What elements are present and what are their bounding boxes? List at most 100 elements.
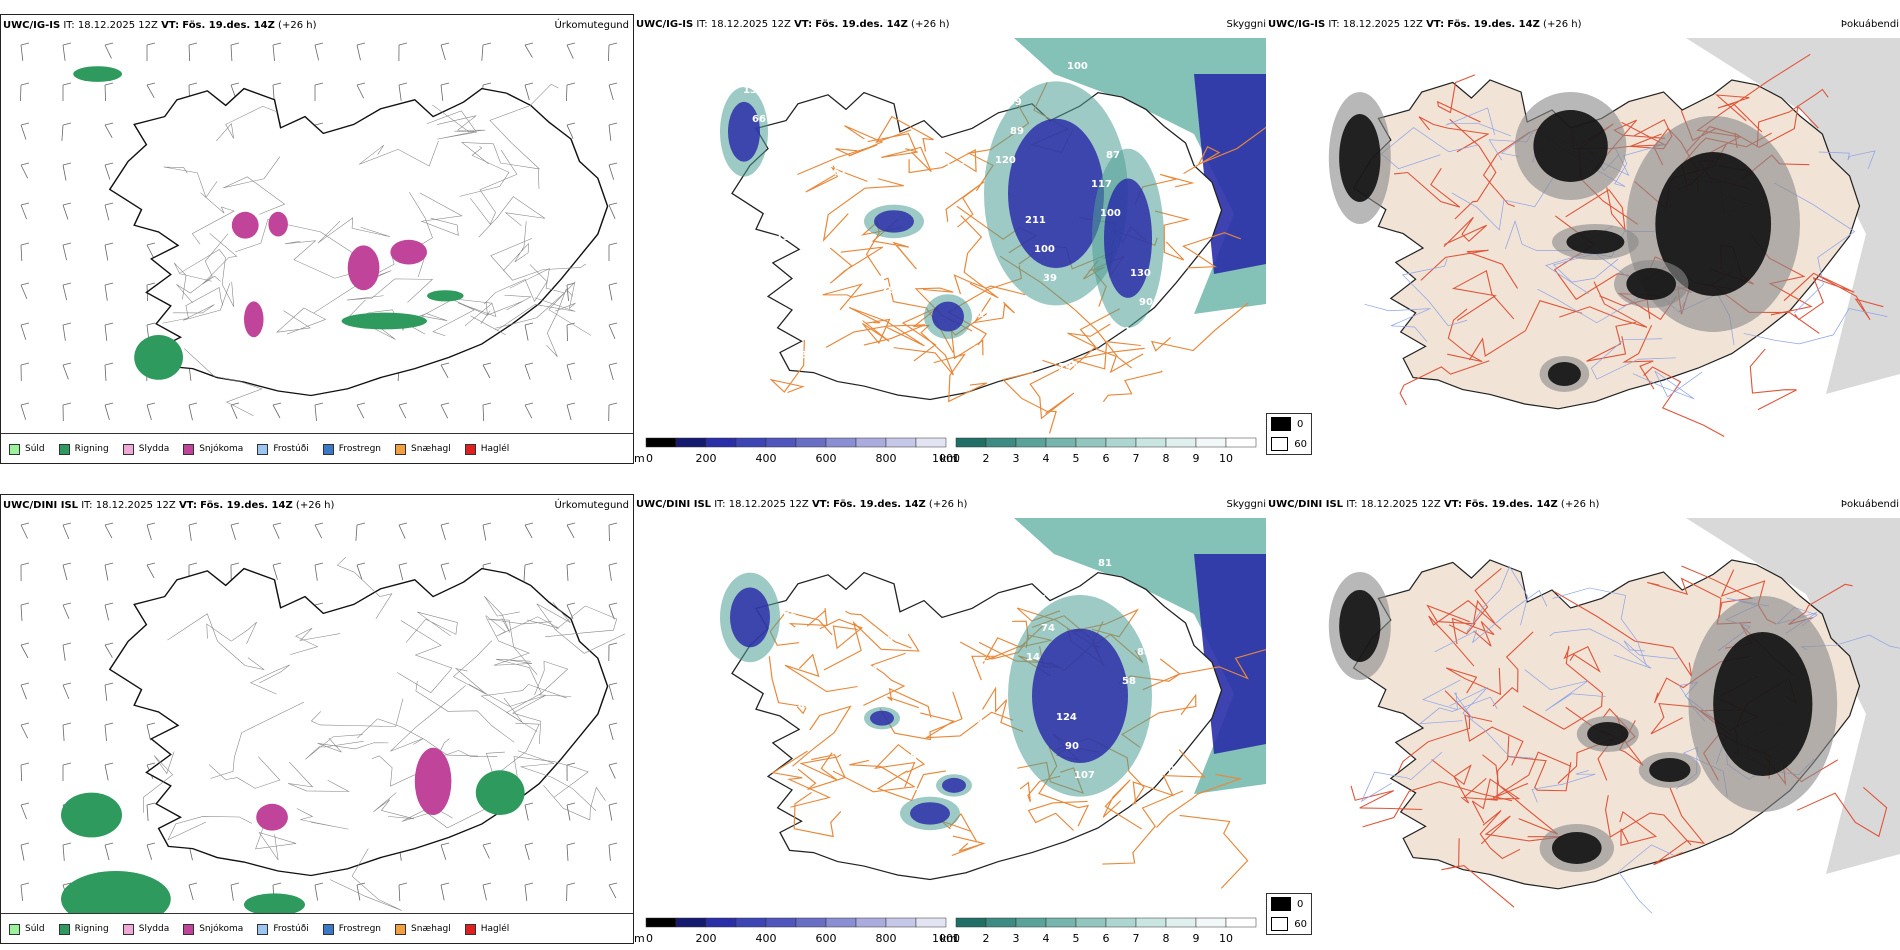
visibility-value: 56: [783, 611, 797, 622]
visibility-value: 53: [809, 379, 823, 390]
legend-item: Rigning: [58, 923, 109, 935]
colorbar-tick: 1: [953, 452, 960, 464]
visibility-value: 196: [927, 541, 948, 552]
legend-item: Rigning: [58, 443, 109, 455]
fog-legend-row: 60: [1267, 434, 1311, 454]
visibility-core: [1008, 118, 1104, 269]
fog-legend: 0 60: [1266, 413, 1312, 455]
visibility-core: [942, 777, 966, 793]
legend-label: Frostúði: [273, 444, 309, 454]
visibility-value: 100: [1034, 244, 1055, 255]
fog-legend-label: 0: [1297, 418, 1304, 430]
colorbar-unit: km: [940, 932, 957, 944]
legend-swatch: [183, 443, 195, 455]
visibility-value: 76: [881, 285, 895, 296]
legend-swatch: [464, 443, 476, 455]
precip-type-panel: UWC/IG-IS IT: 18.12.2025 12Z VT: Fös. 19…: [0, 14, 634, 464]
legend-swatch: [9, 923, 20, 935]
visibility-panel: UWC/IG-IS IT: 18.12.2025 12Z VT: Fös. 19…: [634, 14, 1266, 464]
fog-core: [1566, 230, 1625, 255]
colorbar-tick: 10: [1219, 452, 1233, 464]
snow-area: [231, 211, 259, 239]
colorbar-tick: 8: [1163, 452, 1170, 464]
snow-area: [256, 803, 288, 831]
valid-label: VT:: [1426, 19, 1445, 30]
colorbar-tick: 1000: [932, 932, 960, 944]
fog-core: [1339, 590, 1381, 662]
visibility-value: 60: [1161, 765, 1175, 776]
rain-area: [134, 335, 183, 380]
visibility-value: 79: [969, 717, 983, 728]
colorbar-tick: 1: [953, 932, 960, 944]
colorbar-tick: 2: [983, 452, 990, 464]
visibility-value: 81: [1098, 558, 1112, 569]
legend-swatch: [322, 923, 334, 935]
fog-core: [1713, 632, 1813, 776]
visibility-value: 57: [831, 847, 845, 858]
init-label: IT:: [1328, 19, 1340, 30]
valid-time: Fös. 19.des. 14Z: [833, 499, 926, 510]
colorbar-unit: km: [940, 452, 957, 464]
visibility-value: 117: [1091, 179, 1112, 190]
valid-time: Fös. 19.des. 14Z: [815, 19, 908, 30]
visibility-value: 256: [944, 162, 965, 173]
legend-label: Snæhagl: [411, 924, 451, 934]
visibility-value: 80: [1008, 806, 1022, 817]
visibility-core: [874, 210, 914, 233]
road-network: [1364, 107, 1888, 400]
product-name: Skyggni: [1226, 499, 1266, 510]
visibility-value: 58: [774, 582, 788, 593]
legend-swatch: [322, 443, 334, 455]
colorbar-tick: 0: [646, 452, 653, 464]
rain-area: [61, 871, 171, 913]
legend-label: Frostúði: [273, 924, 309, 934]
colorbar-tick: 10: [1219, 932, 1233, 944]
iceland-coastline: [108, 87, 609, 397]
fog-map: [1328, 518, 1900, 914]
rain-area: [475, 770, 525, 815]
visibility-labels: 99 119 256 211 130 162 802 299 87 110 115 119 193 136…: [734, 56, 1153, 390]
visibility-core: [730, 587, 770, 648]
visibility-value: 161: [846, 818, 867, 829]
visibility-value: 76: [750, 794, 764, 805]
init-time: 18.12.2025 12Z: [1360, 499, 1441, 510]
visibility-value: 108: [929, 191, 950, 202]
legend-swatch: [122, 923, 134, 935]
visibility-value: 111: [905, 73, 926, 84]
fog-core: [1649, 758, 1691, 782]
legend-item: Frostúði: [257, 443, 309, 455]
valid-label: VT:: [161, 20, 180, 31]
colorbar-tick: 800: [876, 932, 897, 944]
visibility-value: 89: [1010, 126, 1024, 137]
model-name: UWC/DINI ISL: [1268, 499, 1344, 510]
visibility-core: [910, 802, 950, 825]
legend-label: Slydda: [138, 444, 170, 454]
visibility-value: 14: [1026, 652, 1040, 663]
visibility-value: 100: [1100, 208, 1121, 219]
visibility-value: 802: [896, 374, 917, 385]
visibility-value: 193: [1058, 362, 1079, 373]
colorbar-tick: 4: [1043, 932, 1050, 944]
init-time: 18.12.2025 12Z: [1342, 19, 1423, 30]
fog-legend-label: 60: [1294, 918, 1307, 930]
legend-item: Haglél: [464, 923, 509, 935]
model-name: UWC/DINI ISL: [636, 499, 712, 510]
lead-time: (+26 h): [278, 20, 317, 31]
snow-area: [390, 239, 427, 265]
visibility-value: 299: [1001, 97, 1022, 108]
visibility-value: 119: [977, 309, 998, 320]
visibility-value: 450: [870, 606, 891, 617]
legend-swatch: [58, 443, 70, 455]
lead-time: (+26 h): [928, 499, 968, 510]
colorbar-tick: 5: [1073, 932, 1080, 944]
visibility-value: 39: [735, 823, 749, 834]
colorbar-tick: 6: [1103, 932, 1110, 944]
visibility-value: 66: [752, 114, 766, 125]
rain-area: [61, 792, 122, 838]
fog-indicator-panel: UWC/DINI ISL IT: 18.12.2025 12Z VT: Fös.…: [1266, 494, 1900, 944]
fog-legend: 0 60: [1266, 893, 1312, 935]
visibility-value: 119: [839, 109, 860, 120]
legend-label: Frostregn: [338, 444, 382, 454]
